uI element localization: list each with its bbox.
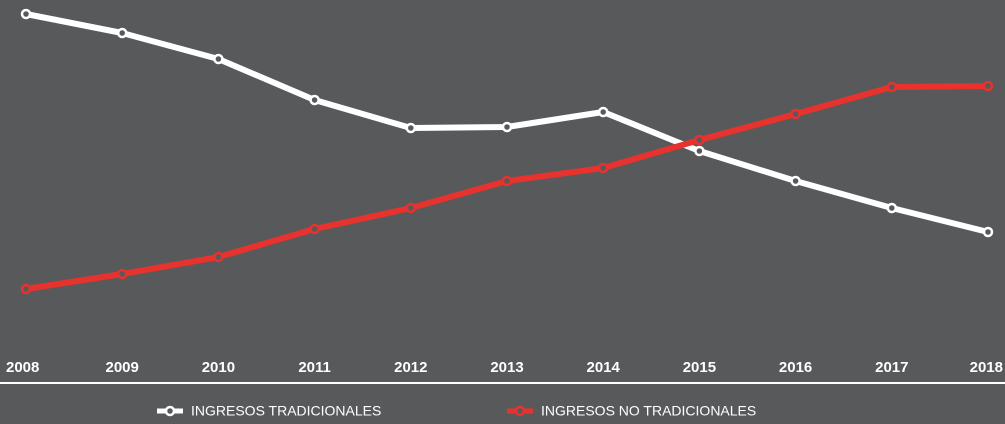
x-tick-label: 2016 (779, 359, 812, 376)
point (694, 134, 705, 146)
x-tick-label: 2012 (394, 359, 427, 376)
point (886, 81, 898, 93)
legend-label: INGRESOS NO TRADICIONALES (541, 403, 756, 419)
x-tick-label: 2008 (6, 359, 39, 376)
point (790, 175, 801, 187)
x-tick-label: 2014 (587, 359, 621, 376)
point (116, 268, 128, 280)
point (213, 251, 224, 263)
legend-label: INGRESOS TRADICIONALES (191, 403, 381, 419)
point (309, 223, 320, 235)
x-tick-label: 2015 (683, 359, 716, 376)
legend-swatch-marker (514, 405, 526, 417)
x-tick-label: 2013 (490, 359, 523, 376)
point (20, 8, 32, 20)
point (405, 202, 417, 214)
x-tick-label: 2009 (106, 359, 139, 376)
x-tick-label: 2011 (298, 359, 331, 376)
point (597, 106, 609, 118)
point (982, 80, 994, 92)
point (501, 175, 513, 187)
point (886, 202, 898, 214)
point (790, 108, 801, 120)
point (213, 53, 224, 65)
legend-swatch-marker (164, 405, 176, 417)
point (20, 283, 32, 295)
point (597, 162, 609, 174)
x-tick-label: 2017 (875, 359, 908, 376)
point (405, 122, 417, 134)
point (309, 94, 320, 106)
x-tick-label: 2010 (202, 359, 235, 376)
x-tick-label: 2018 (970, 359, 1003, 376)
point (501, 121, 513, 133)
point (982, 226, 994, 238)
point (116, 27, 128, 39)
point (694, 145, 705, 157)
